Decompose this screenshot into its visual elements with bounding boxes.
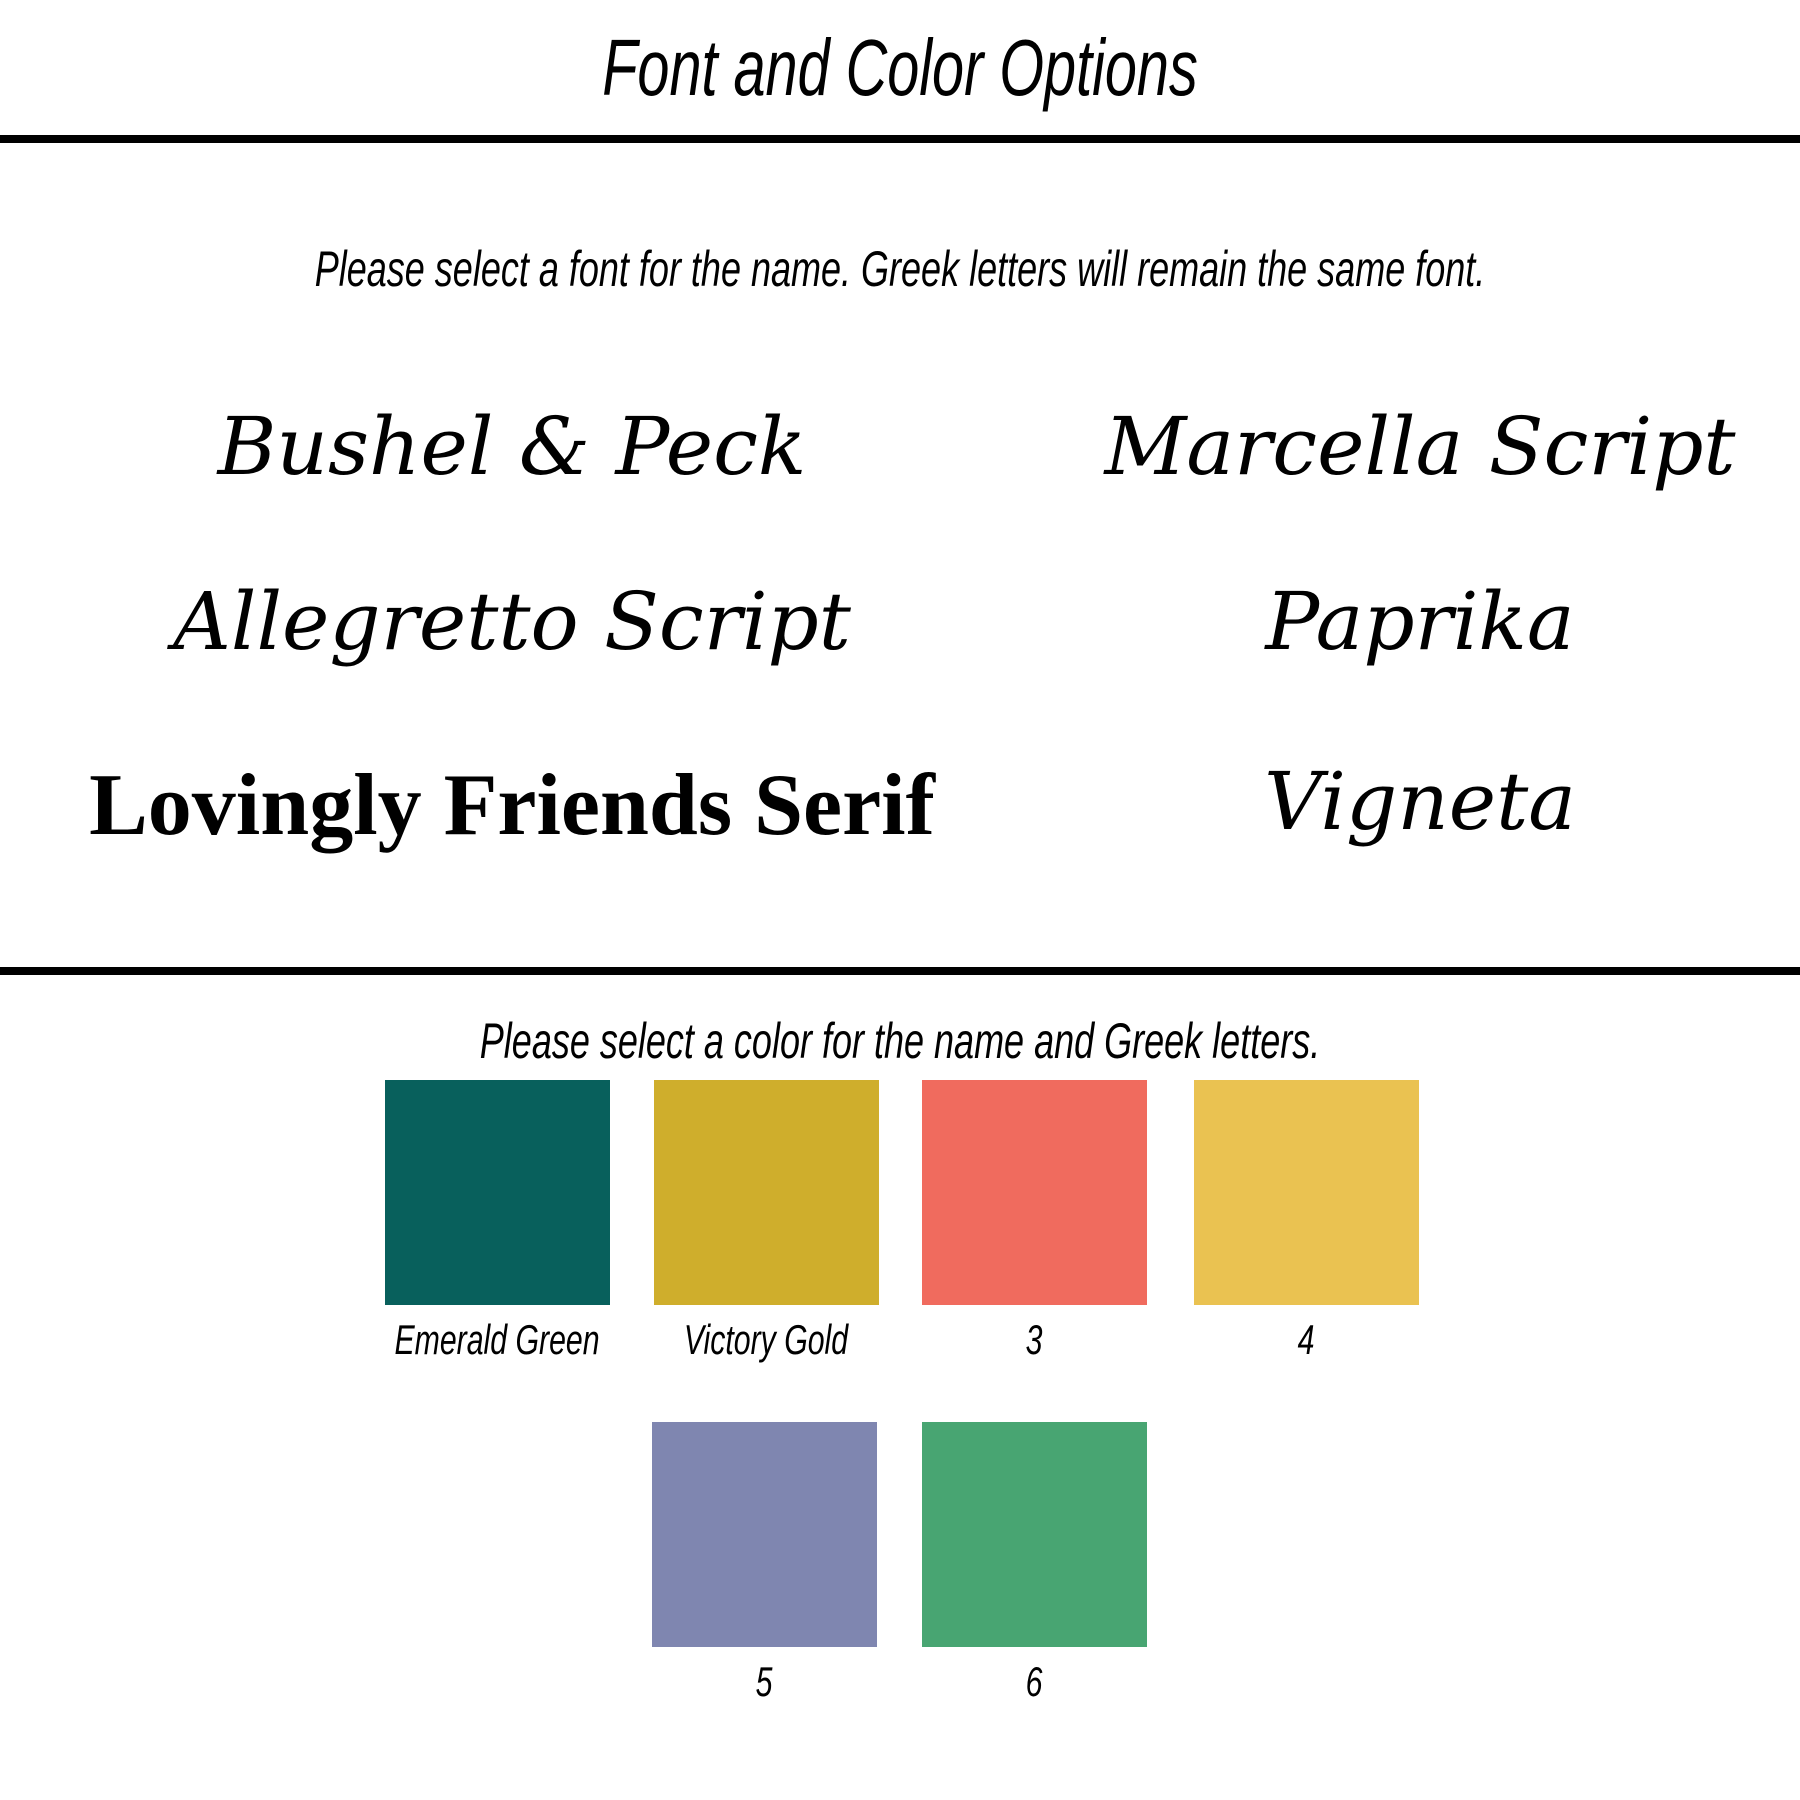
- color-swatch-victory-gold[interactable]: [654, 1080, 879, 1305]
- swatch-label: 5: [755, 1658, 773, 1705]
- font-option-vigneta[interactable]: Vigneta: [1264, 755, 1576, 848]
- font-option-lovingly-friends-serif[interactable]: Lovingly Friends Serif: [89, 757, 935, 854]
- page-title: Font and Color Options: [602, 23, 1198, 112]
- font-option-paprika[interactable]: Paprika: [1265, 575, 1575, 668]
- swatch-label: 4: [1297, 1316, 1315, 1363]
- color-swatch-5[interactable]: [652, 1422, 877, 1647]
- swatch-label: Emerald Green: [394, 1316, 600, 1363]
- swatch-label: 6: [1025, 1658, 1043, 1705]
- divider: [0, 135, 1800, 143]
- color-prompt: Please select a color for the name and G…: [479, 1013, 1321, 1069]
- color-swatch-3[interactable]: [922, 1080, 1147, 1305]
- font-prompt: Please select a font for the name. Greek…: [314, 241, 1486, 297]
- color-swatch-6[interactable]: [922, 1422, 1147, 1647]
- swatch-label: 3: [1025, 1316, 1043, 1363]
- font-option-allegretto-script[interactable]: Allegretto Script: [173, 575, 851, 668]
- color-swatch-emerald-green[interactable]: [385, 1080, 610, 1305]
- font-option-marcella-script[interactable]: Marcella Script: [1104, 400, 1736, 493]
- color-swatch-4[interactable]: [1194, 1080, 1419, 1305]
- swatch-label: Victory Gold: [683, 1316, 849, 1363]
- divider: [0, 967, 1800, 975]
- font-option-bushel-peck[interactable]: Bushel & Peck: [217, 400, 807, 493]
